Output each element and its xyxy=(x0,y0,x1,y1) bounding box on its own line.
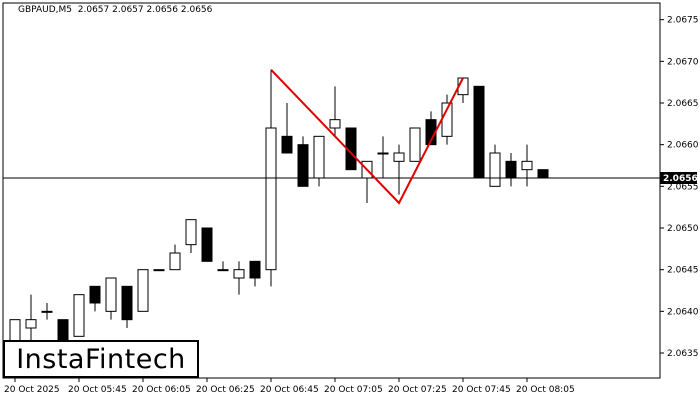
candle-body xyxy=(265,127,277,271)
candle-body xyxy=(217,269,229,272)
close-price: 2.0656 xyxy=(180,5,213,15)
candle-body xyxy=(281,135,293,154)
time-tick-label: 20 Oct 07:25 xyxy=(388,385,447,395)
candle-body xyxy=(73,294,85,337)
candle-body xyxy=(185,219,197,246)
price-tick-label: 2.0655 xyxy=(667,182,699,192)
double-top-pattern-line xyxy=(270,68,464,205)
price-axis: 2.0635 2.0640 2.0645 2.0650 2.0655 2.0660 2.06… xyxy=(660,16,699,359)
current-price-label-bg xyxy=(660,172,697,184)
candle-body xyxy=(329,119,341,129)
candle-body xyxy=(409,127,421,162)
candle-body xyxy=(537,169,549,179)
candle-body xyxy=(153,269,165,272)
candle-body xyxy=(521,160,533,171)
candle-body xyxy=(25,319,37,329)
price-tick-label: 2.0670 xyxy=(667,57,699,67)
price-tick-label: 2.0635 xyxy=(667,349,699,359)
low-price: 2.0656 xyxy=(146,5,179,15)
price-tick-label: 2.0675 xyxy=(667,16,699,26)
plot-area xyxy=(2,2,661,379)
price-tick-label: 2.0640 xyxy=(667,307,699,317)
high-price: 2.0657 xyxy=(112,5,144,15)
candle-body xyxy=(393,152,405,162)
open-price: 2.0657 xyxy=(77,5,110,15)
candle-body xyxy=(89,285,101,304)
brand-logo: InstaFintech xyxy=(3,340,199,378)
time-tick-label: 20 Oct 08:05 xyxy=(516,385,575,395)
candle-body xyxy=(473,85,485,179)
time-tick-label: 20 Oct 07:45 xyxy=(452,385,511,395)
time-tick-label: 20 Oct 06:45 xyxy=(260,385,319,395)
time-axis: 20 Oct 2025 20 Oct 05:45 20 Oct 06:05 20 Oc… xyxy=(4,378,575,395)
candle-body xyxy=(489,152,501,187)
current-price-label: 2.0656 xyxy=(663,174,698,184)
time-tick-label: 20 Oct 05:45 xyxy=(68,385,127,395)
candle-body xyxy=(233,269,245,279)
candle-body xyxy=(121,285,133,321)
candle-body xyxy=(377,152,389,155)
price-tick-label: 2.0665 xyxy=(667,99,699,109)
candle-body xyxy=(505,160,517,179)
candle-body xyxy=(313,135,325,179)
candle-body xyxy=(137,269,149,312)
symbol-name: GBPAUD,M5 xyxy=(18,5,73,15)
price-tick-label: 2.0645 xyxy=(667,266,699,276)
price-tick-label: 2.0660 xyxy=(667,141,699,151)
candle-body xyxy=(41,310,53,313)
candle-body xyxy=(249,260,261,279)
time-tick-label: 20 Oct 06:25 xyxy=(196,385,255,395)
time-tick-label: 20 Oct 06:05 xyxy=(132,385,191,395)
price-tick-label: 2.0650 xyxy=(667,224,699,234)
time-tick-label: 20 Oct 2025 xyxy=(4,385,60,395)
symbol-info: GBPAUD,M5 2.0657 2.0657 2.0656 2.0656 xyxy=(18,5,212,15)
overlay-layer: 2.0656 xyxy=(3,68,698,205)
candle-body xyxy=(201,227,213,262)
time-tick-label: 20 Oct 07:05 xyxy=(324,385,383,395)
candle-body xyxy=(169,252,181,271)
candle-body xyxy=(105,277,117,312)
brand-logo-text: InstaFintech xyxy=(16,343,186,375)
candle-body xyxy=(297,144,309,187)
